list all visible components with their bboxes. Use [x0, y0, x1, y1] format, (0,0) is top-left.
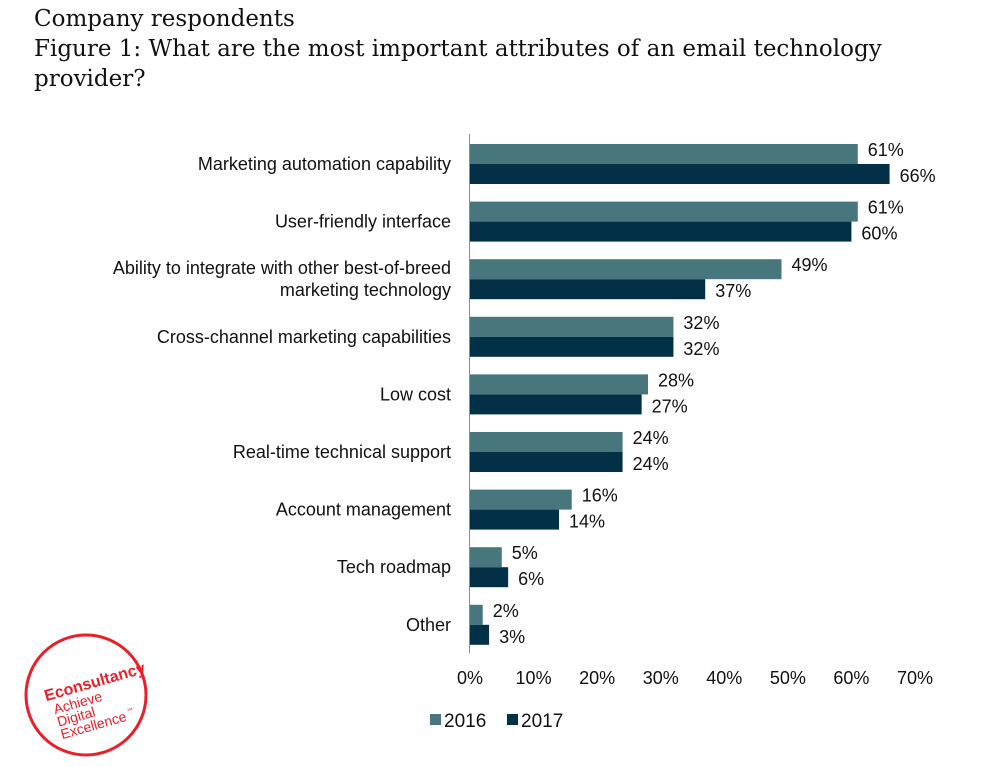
legend-label-2016: 2016 — [444, 711, 486, 732]
labels-layer: Marketing automation capability 61% 66% Use… — [113, 140, 936, 647]
data-label-2016: 61% — [868, 140, 904, 160]
bar-2016 — [470, 604, 483, 625]
data-label-2016: 24% — [633, 428, 669, 448]
data-label-2016: 32% — [683, 313, 719, 333]
data-label-2016: 61% — [868, 198, 904, 218]
bar-2017 — [470, 221, 852, 242]
logo-trademark: ™ — [126, 707, 134, 715]
econsultancy-logo: Econsultancy Achieve Digital Excellence … — [24, 633, 148, 757]
x-axis-ticks: 0% 10% 20% 30% 40% 50% 60% 70% — [457, 668, 933, 688]
data-label-2017: 37% — [715, 281, 751, 301]
bar-2016 — [470, 201, 858, 222]
bar-2016 — [470, 144, 858, 164]
data-label-2017: 3% — [499, 627, 525, 647]
bar-2017 — [470, 567, 509, 588]
data-label-2016: 2% — [493, 601, 519, 621]
x-tick-label: 10% — [516, 668, 552, 688]
data-label-2017: 24% — [633, 454, 669, 474]
bar-2016 — [470, 547, 502, 568]
x-tick-label: 30% — [643, 668, 679, 688]
bar-2016 — [470, 432, 623, 452]
category-label: Tech roadmap — [337, 557, 451, 577]
category-label: Low cost — [380, 384, 451, 404]
category-label: Other — [406, 615, 451, 635]
x-tick-label: 50% — [770, 668, 806, 688]
legend-label-2017: 2017 — [521, 711, 563, 732]
category-label: Cross-channel marketing capabilities — [157, 327, 451, 347]
bar-2017 — [470, 279, 706, 300]
data-label-2017: 14% — [569, 512, 605, 532]
x-tick-label: 40% — [706, 668, 742, 688]
legend: 2016 2017 — [430, 711, 563, 732]
category-label: marketing technology — [280, 280, 451, 300]
bar-2016 — [470, 489, 572, 510]
bar-2016 — [470, 259, 782, 280]
bars-layer — [470, 144, 890, 645]
bar-2016 — [470, 316, 674, 337]
data-label-2016: 5% — [512, 543, 538, 563]
bar-2016 — [470, 374, 648, 395]
legend-swatch-2017 — [507, 714, 518, 725]
x-tick-label: 20% — [579, 668, 615, 688]
data-label-2017: 66% — [900, 166, 936, 186]
bar-2017 — [470, 336, 674, 357]
category-label: Ability to integrate with other best-of-… — [113, 258, 451, 278]
bar-2017 — [470, 452, 623, 472]
data-label-2016: 28% — [658, 370, 694, 390]
category-label: Account management — [276, 500, 451, 520]
chart-title-line-2: provider? — [34, 66, 146, 92]
x-tick-label: 60% — [833, 668, 869, 688]
category-label: Marketing automation capability — [198, 154, 451, 174]
chart-title-block: Company respondents Figure 1: What are t… — [34, 4, 934, 94]
category-label: Real-time technical support — [233, 442, 451, 462]
category-label: User-friendly interface — [275, 212, 451, 232]
bar-2017 — [470, 624, 490, 645]
data-label-2017: 6% — [518, 569, 544, 589]
data-label-2017: 27% — [652, 396, 688, 416]
data-label-2017: 60% — [861, 224, 897, 244]
bar-2017 — [470, 164, 890, 184]
data-label-2017: 32% — [683, 339, 719, 359]
legend-swatch-2016 — [430, 714, 441, 725]
chart-subtitle: Company respondents — [34, 6, 295, 32]
x-tick-label: 0% — [457, 668, 483, 688]
logo-circle — [24, 633, 148, 757]
bar-2017 — [470, 509, 559, 530]
chart-title-line-1: Figure 1: What are the most important at… — [34, 36, 882, 62]
bar-2017 — [470, 394, 642, 415]
data-label-2016: 16% — [582, 486, 618, 506]
data-label-2016: 49% — [792, 255, 828, 275]
x-tick-label: 70% — [897, 668, 933, 688]
